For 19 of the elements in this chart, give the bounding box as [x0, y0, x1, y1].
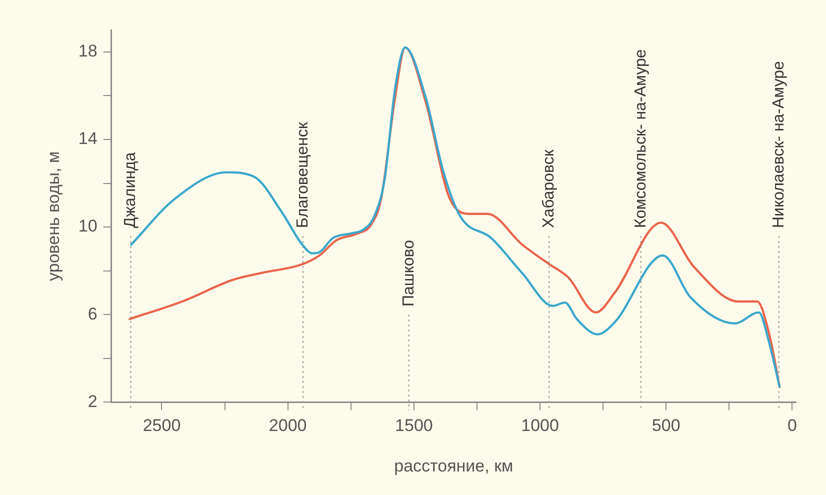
y-tick-label: 10	[78, 216, 98, 236]
x-tick-label: 1500	[395, 416, 433, 436]
x-tick-label: 500	[652, 416, 680, 436]
ref-line-label: Комсомольск- на-Амуре	[632, 49, 650, 228]
x-tick-label: 0	[787, 416, 797, 436]
x-axis-title: расстояние, км	[394, 456, 514, 476]
ref-line-label: Хабаровск	[540, 148, 558, 228]
ref-line-label: Джалинда	[122, 152, 140, 228]
y-axis-title: уровень воды, м	[44, 151, 63, 281]
ref-line-label: Благовещенск	[294, 121, 312, 228]
y-tick-label: 6	[88, 304, 98, 324]
y-tick-label: 18	[78, 42, 98, 61]
x-tick-label: 1000	[521, 416, 559, 436]
ref-line-label: Пашково	[400, 240, 418, 307]
x-tick-label: 2500	[142, 416, 181, 436]
ref-line-label: Николаевск- на-Амуре	[770, 60, 788, 228]
x-tick-label: 2000	[268, 416, 307, 436]
y-tick-label: 14	[78, 129, 98, 148]
y-tick-label: 2	[88, 392, 98, 411]
